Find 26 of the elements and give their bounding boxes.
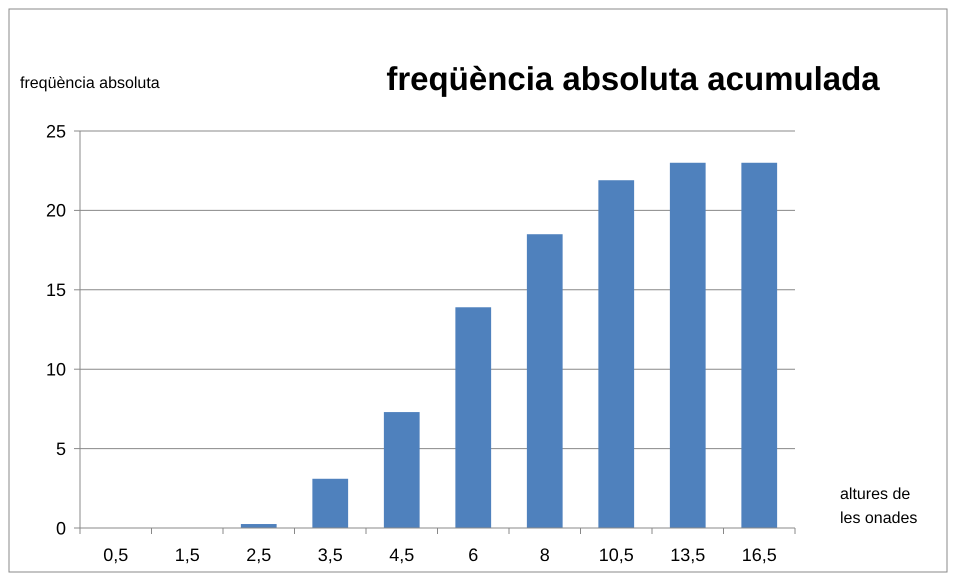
x-tick-label: 6 [468, 545, 478, 565]
bar [384, 412, 420, 528]
y-tick-label: 0 [56, 518, 66, 538]
bar [312, 478, 348, 528]
y-tick-label: 20 [46, 200, 66, 221]
x-tick-label: 1,5 [174, 545, 200, 565]
x-tick-label: 0,5 [103, 545, 128, 565]
bar [741, 162, 778, 528]
x-tick-label: 2,5 [246, 545, 272, 565]
bar [670, 162, 706, 528]
x-axis-title: altures de les onades [840, 486, 918, 527]
y-tick-label: 10 [46, 360, 66, 380]
x-tick-label: 4,5 [389, 545, 414, 565]
x-tick-label: 13,5 [670, 545, 706, 565]
bar [526, 234, 563, 528]
y-tick-label: 15 [46, 280, 66, 300]
chart-title: freqüència absoluta acumulada [386, 60, 880, 97]
x-tick-label: 10,5 [598, 545, 634, 565]
x-tick-label: 3,5 [318, 545, 343, 565]
x-tick-label: 8 [540, 545, 550, 565]
x-tick-label: 16,5 [742, 545, 777, 565]
y-axis-title: freqüència absoluta [20, 75, 160, 92]
y-tick-label: 25 [46, 121, 66, 142]
bar [598, 180, 634, 528]
bar [455, 307, 492, 528]
y-tick-label: 5 [56, 438, 66, 459]
